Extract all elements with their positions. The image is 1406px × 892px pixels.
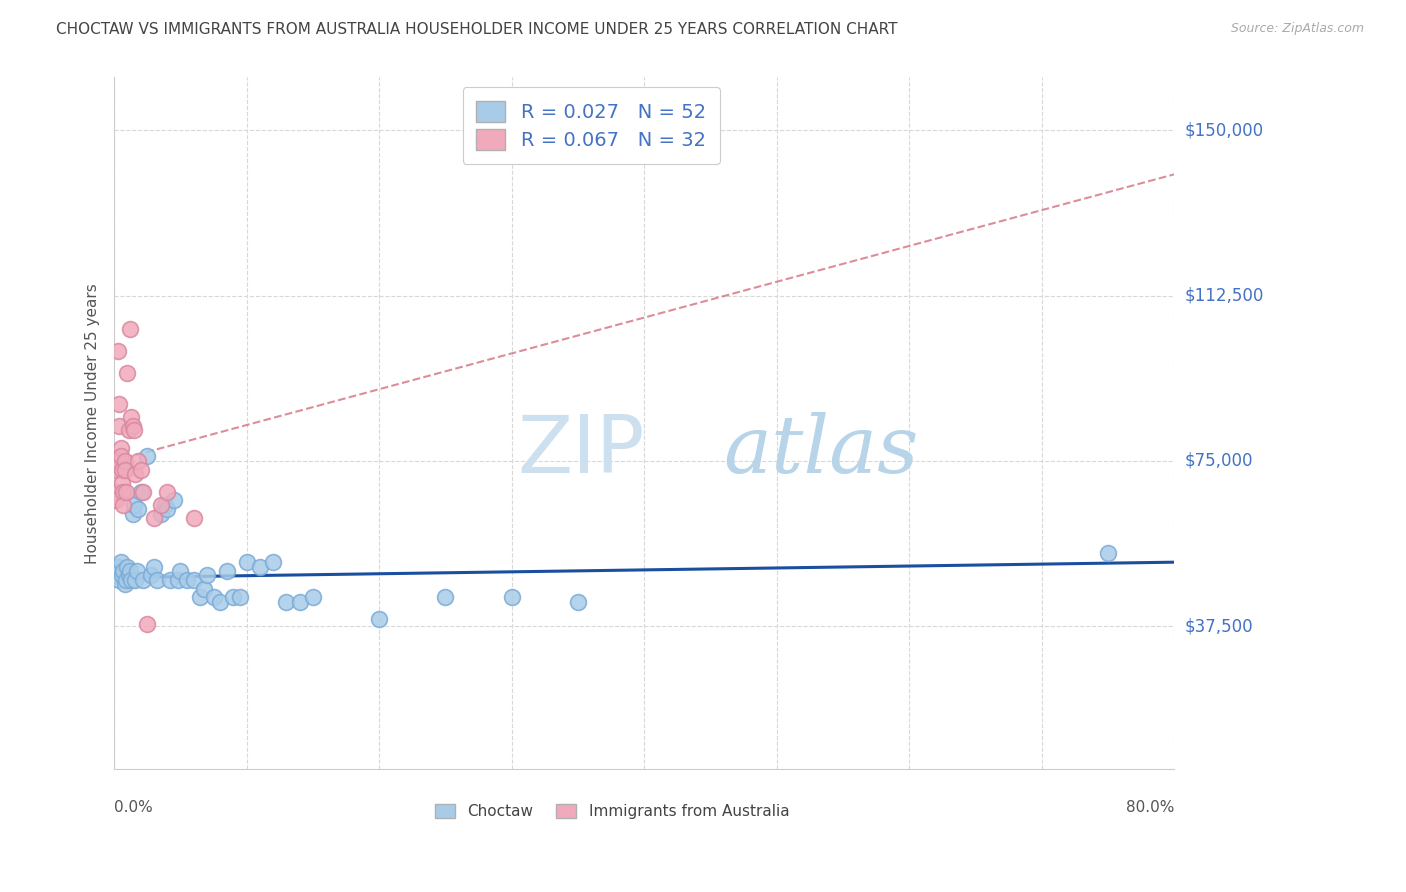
Point xyxy=(114,463,136,477)
Point xyxy=(163,493,186,508)
Point xyxy=(120,409,142,424)
Point xyxy=(120,573,142,587)
Text: 0.0%: 0.0% xyxy=(114,800,153,815)
Point xyxy=(104,484,127,499)
Point xyxy=(112,484,135,499)
Point xyxy=(202,591,225,605)
Point xyxy=(122,423,145,437)
Point xyxy=(118,423,141,437)
Point xyxy=(188,591,211,605)
Point xyxy=(136,450,159,464)
Point xyxy=(105,454,128,468)
Point xyxy=(129,463,152,477)
Point xyxy=(108,418,131,433)
Text: ZIP: ZIP xyxy=(517,412,644,490)
Point xyxy=(107,559,129,574)
Y-axis label: Householder Income Under 25 years: Householder Income Under 25 years xyxy=(86,283,100,564)
Point xyxy=(209,595,232,609)
Point xyxy=(117,559,139,574)
Point xyxy=(1097,546,1119,560)
Point xyxy=(141,568,163,582)
Point xyxy=(114,577,136,591)
Point xyxy=(122,498,145,512)
Point xyxy=(110,441,132,455)
Point xyxy=(110,555,132,569)
Point xyxy=(193,582,215,596)
Point xyxy=(111,475,134,490)
Point xyxy=(149,498,172,512)
Point xyxy=(108,396,131,410)
Text: CHOCTAW VS IMMIGRANTS FROM AUSTRALIA HOUSEHOLDER INCOME UNDER 25 YEARS CORRELATI: CHOCTAW VS IMMIGRANTS FROM AUSTRALIA HOU… xyxy=(56,22,898,37)
Point xyxy=(124,573,146,587)
Point xyxy=(118,568,141,582)
Point xyxy=(288,595,311,609)
Point xyxy=(127,502,149,516)
Point xyxy=(145,573,167,587)
Point xyxy=(215,564,238,578)
Point xyxy=(107,454,129,468)
Text: Source: ZipAtlas.com: Source: ZipAtlas.com xyxy=(1230,22,1364,36)
Point xyxy=(368,612,391,626)
Point xyxy=(567,595,589,609)
Text: 80.0%: 80.0% xyxy=(1126,800,1174,815)
Point xyxy=(249,559,271,574)
Text: atlas: atlas xyxy=(724,412,920,490)
Point xyxy=(104,493,127,508)
Point xyxy=(117,366,139,380)
Point xyxy=(104,564,127,578)
Point xyxy=(195,568,218,582)
Point xyxy=(120,564,142,578)
Point xyxy=(121,507,143,521)
Point xyxy=(115,484,138,499)
Point xyxy=(127,454,149,468)
Point xyxy=(434,591,457,605)
Point xyxy=(142,559,165,574)
Point xyxy=(114,454,136,468)
Point xyxy=(229,591,252,605)
Point xyxy=(111,568,134,582)
Text: $75,000: $75,000 xyxy=(1185,452,1254,470)
Point xyxy=(235,555,257,569)
Point xyxy=(169,564,191,578)
Point xyxy=(166,573,188,587)
Point xyxy=(121,418,143,433)
Point xyxy=(105,568,128,582)
Point xyxy=(183,573,205,587)
Point xyxy=(115,573,138,587)
Text: $150,000: $150,000 xyxy=(1185,121,1264,139)
Point xyxy=(302,591,325,605)
Point xyxy=(111,463,134,477)
Point xyxy=(149,507,172,521)
Point xyxy=(222,591,245,605)
Point xyxy=(112,498,135,512)
Point xyxy=(156,484,179,499)
Point xyxy=(262,555,284,569)
Legend: Choctaw, Immigrants from Australia: Choctaw, Immigrants from Australia xyxy=(430,799,794,824)
Point xyxy=(120,321,142,335)
Point xyxy=(159,573,181,587)
Point xyxy=(153,498,176,512)
Point xyxy=(156,502,179,516)
Point xyxy=(176,573,198,587)
Point xyxy=(276,595,298,609)
Point xyxy=(107,343,129,358)
Point xyxy=(142,511,165,525)
Point xyxy=(110,450,132,464)
Point xyxy=(183,511,205,525)
Point xyxy=(129,484,152,499)
Point xyxy=(125,564,148,578)
Point xyxy=(132,573,155,587)
Point xyxy=(501,591,523,605)
Text: $112,500: $112,500 xyxy=(1185,286,1264,304)
Point xyxy=(105,463,128,477)
Text: $37,500: $37,500 xyxy=(1185,617,1254,635)
Point xyxy=(124,467,146,481)
Point xyxy=(132,484,155,499)
Point xyxy=(136,616,159,631)
Point xyxy=(108,573,131,587)
Point xyxy=(112,564,135,578)
